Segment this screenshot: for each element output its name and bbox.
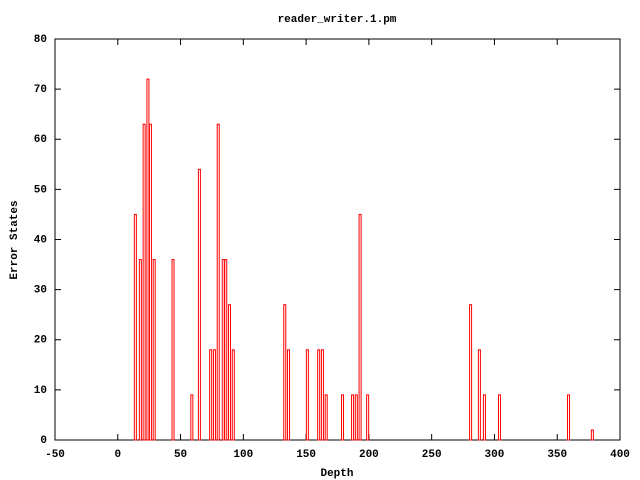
bar: [567, 394, 571, 441]
y-tick-label: 0: [40, 435, 47, 447]
bar: [283, 304, 287, 441]
bar: [171, 259, 175, 441]
bar: [366, 394, 370, 441]
bar: [212, 349, 216, 441]
bar: [590, 429, 594, 441]
x-tick-label: -50: [45, 449, 65, 461]
y-tick-label: 70: [34, 84, 47, 96]
bar: [142, 123, 146, 441]
y-axis-label: Error States: [9, 200, 21, 279]
y-tick-label: 40: [34, 234, 47, 246]
bar: [228, 304, 232, 441]
bar: [351, 394, 355, 441]
bar: [197, 168, 201, 441]
bar: [317, 349, 321, 441]
y-tick-label: 30: [34, 285, 47, 297]
y-tick-label: 10: [34, 385, 47, 397]
x-tick-label: 350: [547, 449, 567, 461]
bar: [482, 394, 486, 441]
chart-title: reader_writer.1.pm: [278, 14, 397, 26]
bar: [138, 259, 142, 441]
bar: [324, 394, 328, 441]
bar: [497, 394, 501, 441]
x-tick-label: 150: [296, 449, 316, 461]
bar: [146, 78, 150, 441]
bar: [469, 304, 473, 441]
bar: [320, 349, 324, 441]
bar: [152, 259, 156, 441]
bar: [216, 123, 220, 441]
x-tick-label: 200: [359, 449, 379, 461]
bar: [209, 349, 213, 441]
bar: [341, 394, 345, 441]
bar: [190, 394, 194, 441]
y-tick-label: 60: [34, 134, 47, 146]
x-tick-label: 250: [422, 449, 442, 461]
bar: [133, 213, 137, 441]
x-tick-label: 0: [114, 449, 121, 461]
y-tick-label: 80: [34, 34, 47, 46]
bar: [477, 349, 481, 441]
bar: [287, 349, 291, 441]
x-tick-label: 100: [233, 449, 253, 461]
bar: [231, 349, 235, 441]
y-tick-label: 20: [34, 335, 47, 347]
x-axis-label: Depth: [320, 468, 353, 480]
bar: [354, 394, 358, 441]
bar: [358, 213, 362, 441]
bar: [148, 123, 152, 441]
bar: [305, 349, 309, 441]
x-tick-label: 300: [485, 449, 505, 461]
bar: [224, 259, 228, 441]
bar: [221, 259, 225, 441]
y-tick-label: 50: [34, 184, 47, 196]
x-tick-label: 400: [610, 449, 630, 461]
x-tick-label: 50: [174, 449, 187, 461]
